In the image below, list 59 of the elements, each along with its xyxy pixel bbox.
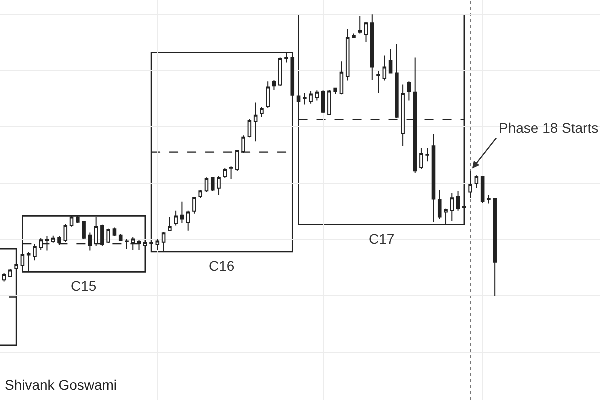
text: Shivank Goswami [5, 377, 118, 393]
candlestick [192, 196, 196, 214]
candlestick [493, 198, 497, 297]
candlestick [401, 84, 405, 147]
candlestick [112, 227, 117, 237]
candlestick [229, 166, 234, 180]
candlestick [33, 244, 37, 262]
candlestick [420, 148, 424, 170]
candlestick [382, 55, 387, 82]
candlestick [321, 90, 326, 114]
candlestick [125, 238, 129, 250]
text: Phase 18 Starts [499, 120, 599, 136]
candlestick [456, 190, 460, 212]
candlestick [328, 90, 332, 116]
candlestick [217, 176, 221, 196]
candlestick [432, 134, 436, 223]
candlestick [118, 234, 123, 242]
candlestick [303, 92, 307, 106]
candlestick [180, 201, 184, 224]
candlestick [334, 87, 338, 95]
candlestick [266, 81, 270, 109]
candlestick [236, 150, 240, 172]
candlestick [376, 70, 380, 94]
candlestick [223, 168, 228, 179]
candlestick [198, 190, 203, 199]
candlestick [364, 22, 368, 43]
candlestick [450, 192, 454, 222]
candlestick [88, 232, 92, 252]
candlestick [438, 190, 442, 220]
candlestick [468, 170, 472, 199]
candlestick [186, 210, 190, 232]
candlestick [82, 220, 86, 240]
candlestick [487, 194, 491, 204]
candlestick [156, 238, 160, 250]
annotation: C15 [71, 278, 97, 294]
candlestick [474, 175, 479, 189]
candlestick [480, 176, 485, 204]
annotation: C16 [209, 258, 235, 274]
candlestick [248, 118, 252, 138]
candlestick [272, 79, 276, 91]
candlestick [340, 61, 344, 96]
candlestick [254, 102, 258, 142]
annotation: C17 [369, 231, 395, 247]
candlestick [51, 235, 56, 244]
candlestick [407, 81, 412, 102]
candlestick [210, 176, 215, 192]
candlestick [260, 106, 264, 118]
candlestick [346, 28, 350, 82]
candlestick [309, 90, 313, 104]
candlestick [174, 210, 178, 226]
candlestick [352, 33, 356, 40]
candlestick [204, 177, 209, 193]
candlestick [278, 57, 282, 87]
candlestick [388, 48, 393, 74]
candlestick [168, 216, 172, 232]
candlestick [106, 228, 110, 244]
candlestick [8, 268, 12, 278]
candlestick [426, 148, 430, 162]
candlestick [315, 90, 320, 102]
